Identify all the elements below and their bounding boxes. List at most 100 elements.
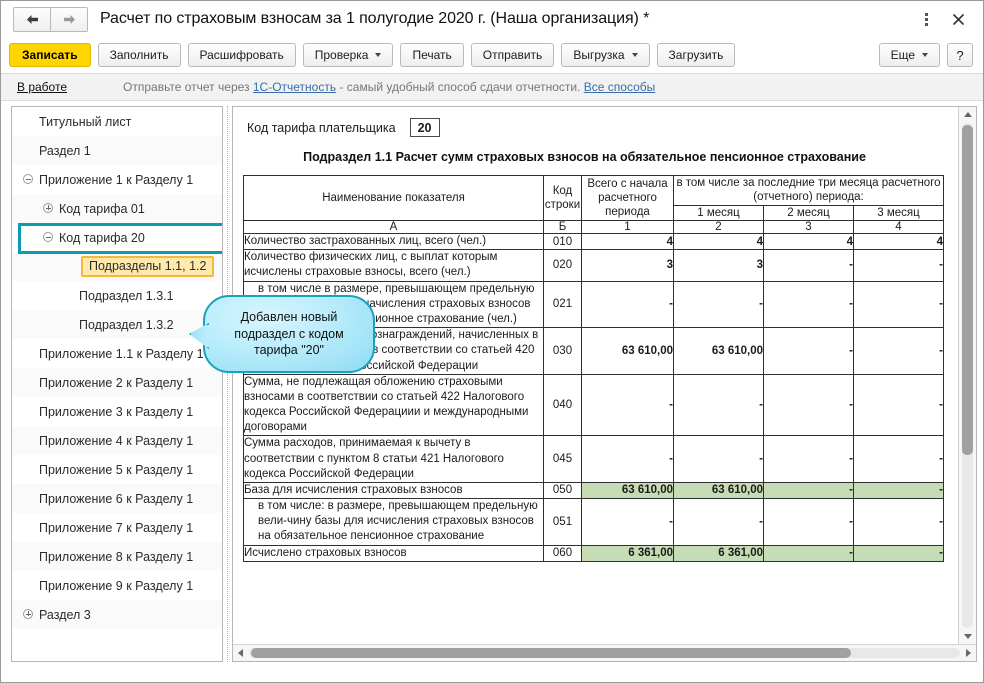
row-value-cell[interactable]: 6 361,00: [581, 544, 674, 562]
tree-item[interactable]: Приложение 1.1 к Разделу 1: [12, 339, 222, 368]
fill-button[interactable]: Заполнить: [97, 43, 181, 67]
decode-button[interactable]: Расшифровать: [187, 43, 296, 67]
row-value-cell[interactable]: -: [581, 280, 674, 329]
table-row[interactable]: Сумма выплат и иных вознаграждений, начи…: [243, 327, 944, 375]
row-value-cell[interactable]: -: [763, 544, 854, 562]
row-value-cell[interactable]: -: [581, 498, 674, 546]
print-button[interactable]: Печать: [400, 43, 464, 67]
upload-button[interactable]: Выгрузка: [561, 43, 650, 67]
payer-tariff-code-row: Код тарифа плательщика 20: [247, 118, 958, 137]
more-button[interactable]: Еще: [878, 43, 940, 67]
expand-plus-icon[interactable]: [40, 200, 57, 217]
row-value-cell[interactable]: 3: [673, 249, 764, 282]
triangle-down-icon[interactable]: [959, 629, 976, 644]
table-row[interactable]: Исчислено страховых взносов 060 6 361,00 6 …: [243, 544, 944, 562]
row-value-cell[interactable]: 63 610,00: [581, 481, 674, 500]
collapse-minus-icon[interactable]: [40, 229, 57, 246]
save-button[interactable]: Записать: [9, 43, 91, 67]
tree-item[interactable]: Титульный лист: [12, 107, 222, 136]
table-row[interactable]: Сумма расходов, принимаемая к вычету в с…: [243, 435, 944, 483]
row-value-cell[interactable]: 63 610,00: [581, 327, 674, 375]
tree-item[interactable]: Подраздел 1.3.2: [12, 310, 222, 339]
col-header-group-months: в том числе за последние три месяца расч…: [673, 175, 944, 206]
tree-item[interactable]: Подраздел 1.3.1: [12, 281, 222, 310]
row-value-cell[interactable]: 4: [673, 233, 764, 251]
triangle-left-icon[interactable]: [233, 645, 248, 661]
close-icon[interactable]: [949, 10, 967, 28]
row-value-cell[interactable]: -: [853, 373, 944, 437]
link-1c-reporting[interactable]: 1С-Отчетность: [252, 80, 337, 94]
row-value-cell[interactable]: -: [763, 327, 854, 375]
tree-item[interactable]: Код тарифа 01: [12, 194, 222, 223]
tree-item[interactable]: Приложение 7 к Разделу 1: [12, 513, 222, 542]
row-value-cell[interactable]: -: [581, 435, 674, 483]
row-value-cell[interactable]: -: [673, 435, 764, 483]
table-row[interactable]: в том числе в размере, превышающем преде…: [243, 280, 944, 329]
tree-item[interactable]: Подразделы 1.1, 1.2: [12, 252, 222, 281]
expand-plus-icon[interactable]: [20, 606, 37, 623]
row-value-cell[interactable]: -: [673, 373, 764, 437]
tree-item[interactable]: Код тарифа 20: [12, 223, 222, 254]
table-row[interactable]: Сумма, не подлежащая обложению страховым…: [243, 373, 944, 437]
tree-item[interactable]: Приложение 2 к Разделу 1: [12, 368, 222, 397]
tree-item-label: Приложение 4 к Разделу 1: [39, 433, 194, 448]
tree-item[interactable]: Приложение 5 к Разделу 1: [12, 455, 222, 484]
row-value-cell[interactable]: -: [763, 373, 854, 437]
link-all-methods[interactable]: Все способы: [583, 80, 656, 94]
row-value-cell[interactable]: -: [673, 280, 764, 329]
row-value-cell[interactable]: 4: [581, 233, 674, 251]
table-row[interactable]: Количество застрахованных лиц, всего (че…: [243, 233, 944, 251]
check-button[interactable]: Проверка: [302, 43, 394, 67]
horizontal-scroll-thumb[interactable]: [251, 648, 851, 658]
triangle-up-icon[interactable]: [959, 107, 976, 122]
row-value-cell[interactable]: -: [853, 280, 944, 329]
row-value-cell[interactable]: -: [763, 498, 854, 546]
table-row[interactable]: База для исчисления страховых взносов 050…: [243, 481, 944, 500]
tree-item[interactable]: Приложение 6 к Разделу 1: [12, 484, 222, 513]
table-row[interactable]: Количество физических лиц, с выплат кото…: [243, 249, 944, 282]
tree-item[interactable]: Приложение 8 к Разделу 1: [12, 542, 222, 571]
horizontal-scrollbar[interactable]: [233, 644, 976, 661]
row-value-cell[interactable]: -: [853, 435, 944, 483]
row-value-cell[interactable]: -: [763, 249, 854, 282]
row-value-cell[interactable]: 3: [581, 249, 674, 282]
download-button[interactable]: Загрузить: [656, 43, 736, 67]
panel-splitter[interactable]: [223, 106, 232, 662]
row-value-cell[interactable]: -: [763, 435, 854, 483]
vertical-scroll-thumb[interactable]: [962, 125, 973, 455]
triangle-right-icon[interactable]: [961, 645, 976, 661]
payer-tariff-code-field[interactable]: 20: [409, 118, 440, 137]
arrow-right-icon[interactable]: [51, 6, 88, 32]
tree-item[interactable]: Приложение 3 к Разделу 1: [12, 397, 222, 426]
tree-item[interactable]: Приложение 9 к Разделу 1: [12, 571, 222, 600]
tree-item[interactable]: Приложение 1 к Разделу 1: [12, 165, 222, 194]
collapse-minus-icon[interactable]: [20, 171, 37, 188]
row-value-cell[interactable]: -: [673, 498, 764, 546]
row-value-cell[interactable]: 6 361,00: [673, 544, 764, 562]
row-value-cell[interactable]: -: [581, 373, 674, 437]
col-header-month-1: 1 месяц: [673, 204, 764, 222]
row-value-cell[interactable]: 4: [763, 233, 854, 251]
vertical-scrollbar[interactable]: [958, 107, 976, 644]
send-button[interactable]: Отправить: [470, 43, 555, 67]
row-value-cell[interactable]: -: [853, 481, 944, 500]
row-value-cell[interactable]: -: [853, 544, 944, 562]
row-value-cell[interactable]: 4: [853, 233, 944, 251]
arrow-left-icon[interactable]: [13, 6, 51, 32]
table-row[interactable]: в том числе: в размере, превышающем пред…: [243, 498, 944, 546]
tree-item[interactable]: Раздел 1: [12, 136, 222, 165]
tree-item[interactable]: Приложение 4 к Разделу 1: [12, 426, 222, 455]
tree-item[interactable]: Раздел 3: [12, 600, 222, 629]
kebab-menu-icon[interactable]: [919, 10, 933, 28]
row-value-cell[interactable]: 63 610,00: [673, 327, 764, 375]
help-button[interactable]: ?: [947, 43, 973, 67]
row-value-cell[interactable]: -: [763, 481, 854, 500]
row-value-cell[interactable]: -: [763, 280, 854, 329]
row-value-cell[interactable]: -: [853, 327, 944, 375]
status-badge[interactable]: В работе: [17, 80, 68, 94]
row-value-cell[interactable]: -: [853, 249, 944, 282]
row-value-cell[interactable]: -: [853, 498, 944, 546]
check-button-label: Проверка: [314, 48, 369, 62]
row-value-cell[interactable]: 63 610,00: [673, 481, 764, 500]
